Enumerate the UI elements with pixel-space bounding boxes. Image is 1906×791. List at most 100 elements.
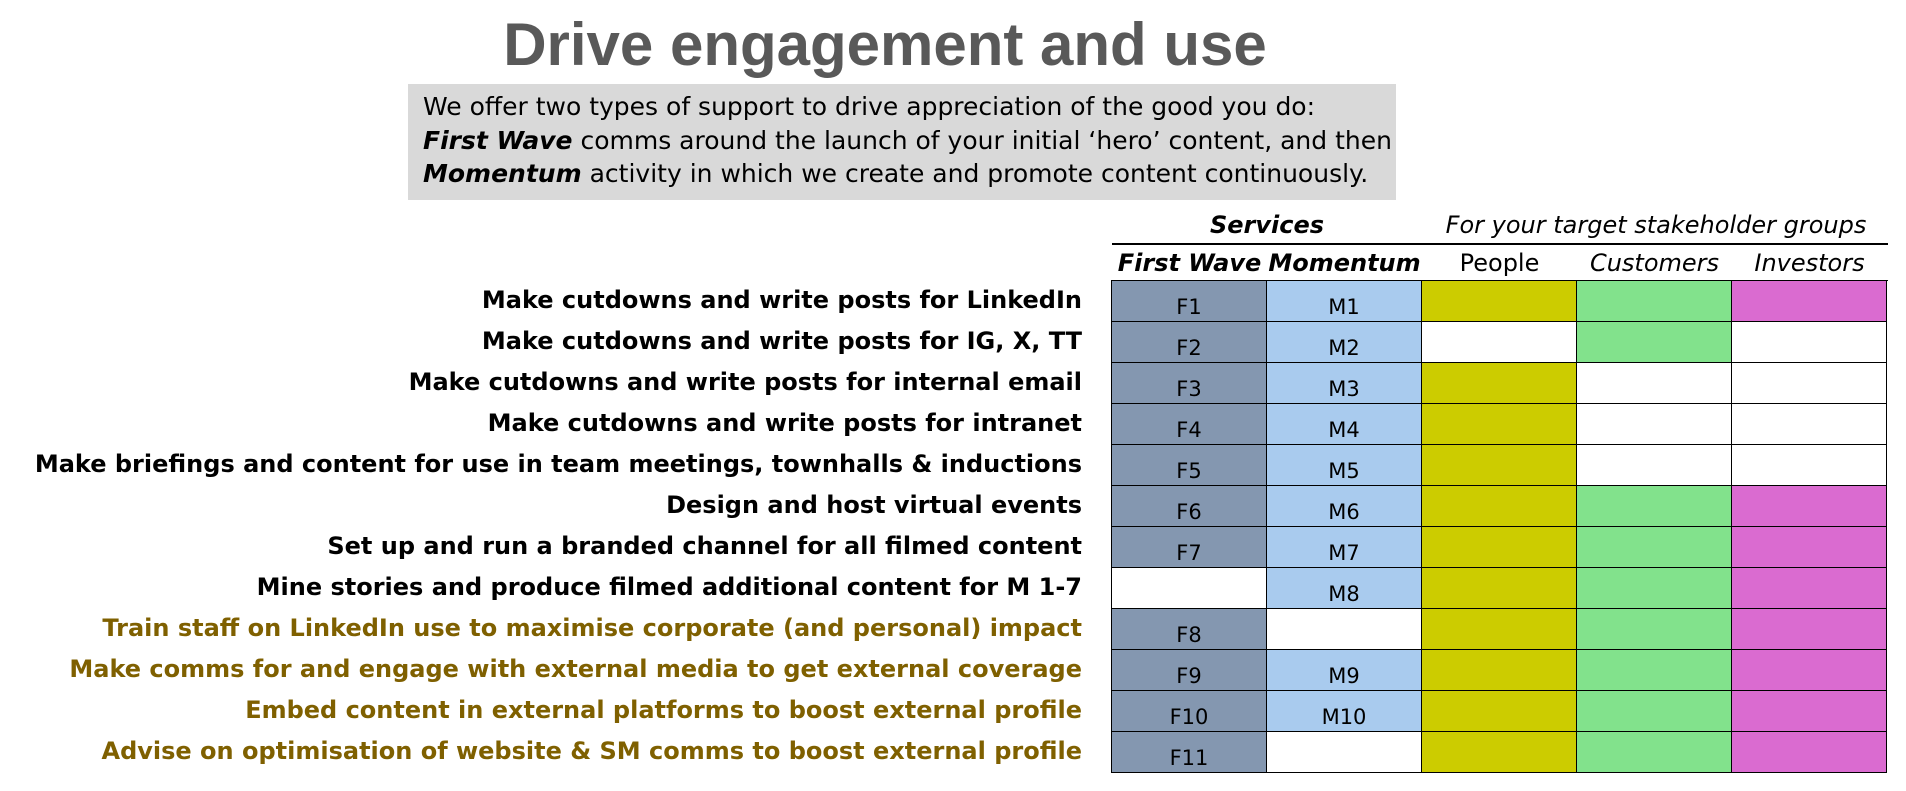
service-label: Make cutdowns and write posts for intran… bbox=[487, 409, 1082, 437]
momentum-cell: M7 bbox=[1267, 527, 1422, 568]
investors-cell bbox=[1732, 732, 1887, 773]
momentum-cell: M2 bbox=[1267, 322, 1422, 363]
investors-cell bbox=[1732, 322, 1887, 363]
momentum-cell: M5 bbox=[1267, 445, 1422, 486]
page-title: Drive engagement and use bbox=[503, 11, 1267, 78]
customers-cell bbox=[1577, 363, 1732, 404]
table-row: F3 M3 bbox=[1112, 363, 1888, 404]
customers-cell bbox=[1577, 527, 1732, 568]
table-row: F8 bbox=[1112, 609, 1888, 650]
service-label: Make briefings and content for use in te… bbox=[34, 450, 1082, 478]
people-cell bbox=[1422, 650, 1577, 691]
service-label: Make cutdowns and write posts for intern… bbox=[408, 368, 1082, 396]
first-wave-cell: F4 bbox=[1112, 404, 1267, 445]
investors-cell bbox=[1732, 404, 1887, 445]
customers-cell bbox=[1577, 568, 1732, 609]
customers-cell bbox=[1577, 609, 1732, 650]
people-cell bbox=[1422, 609, 1577, 650]
momentum-cell bbox=[1267, 609, 1422, 650]
momentum-term: Momentum bbox=[423, 159, 582, 188]
people-cell bbox=[1422, 568, 1577, 609]
column-header-investors: Investors bbox=[1754, 249, 1865, 277]
momentum-cell: M3 bbox=[1267, 363, 1422, 404]
table-row: F11 bbox=[1112, 732, 1888, 773]
investors-cell bbox=[1732, 650, 1887, 691]
service-label: Make cutdowns and write posts for Linked… bbox=[481, 286, 1082, 314]
service-label: Set up and run a branded channel for all… bbox=[327, 532, 1082, 560]
table-row: F4 M4 bbox=[1112, 404, 1888, 445]
first-wave-cell: F5 bbox=[1112, 445, 1267, 486]
customers-cell bbox=[1577, 281, 1732, 322]
column-header-customers: Customers bbox=[1589, 249, 1720, 277]
intro-line-3: Momentum activity in which we create and… bbox=[423, 157, 1381, 191]
service-label: Train staff on LinkedIn use to maximise … bbox=[102, 614, 1082, 642]
investors-cell bbox=[1732, 527, 1887, 568]
momentum-cell: M4 bbox=[1267, 404, 1422, 445]
momentum-cell: M1 bbox=[1267, 281, 1422, 322]
service-label: Make cutdowns and write posts for IG, X,… bbox=[481, 327, 1082, 355]
customers-cell bbox=[1577, 650, 1732, 691]
services-header: Services bbox=[1209, 211, 1325, 239]
first-wave-cell bbox=[1112, 568, 1267, 609]
column-header-momentum: Momentum bbox=[1268, 249, 1421, 277]
table-row: F1 M1 bbox=[1112, 281, 1888, 322]
header-divider bbox=[1112, 243, 1888, 245]
first-wave-cell: F11 bbox=[1112, 732, 1267, 773]
table-row: F5 M5 bbox=[1112, 445, 1888, 486]
people-cell bbox=[1422, 363, 1577, 404]
customers-cell bbox=[1577, 404, 1732, 445]
people-cell bbox=[1422, 281, 1577, 322]
intro-line-1: We offer two types of support to drive a… bbox=[423, 92, 1316, 121]
service-label: Design and host virtual events bbox=[666, 491, 1082, 519]
first-wave-cell: F7 bbox=[1112, 527, 1267, 568]
intro-line-3-text: activity in which we create and promote … bbox=[581, 159, 1369, 188]
table-row: F7 M7 bbox=[1112, 527, 1888, 568]
people-cell bbox=[1422, 486, 1577, 527]
service-labels: Make cutdowns and write posts for Linked… bbox=[0, 280, 1082, 772]
stakeholders-header: For your target stakeholder groups bbox=[1445, 211, 1867, 239]
customers-cell bbox=[1577, 322, 1732, 363]
investors-cell bbox=[1732, 445, 1887, 486]
intro-box: We offer two types of support to drive a… bbox=[408, 84, 1396, 200]
first-wave-cell: F8 bbox=[1112, 609, 1267, 650]
customers-cell bbox=[1577, 691, 1732, 732]
first-wave-term: First Wave bbox=[423, 125, 573, 155]
momentum-cell: M9 bbox=[1267, 650, 1422, 691]
service-label: Advise on optimisation of website & SM c… bbox=[101, 737, 1082, 765]
customers-cell bbox=[1577, 445, 1732, 486]
investors-cell bbox=[1732, 363, 1887, 404]
table-row: F10 M10 bbox=[1112, 691, 1888, 732]
first-wave-cell: F1 bbox=[1112, 281, 1267, 322]
intro-line-2-text: comms around the launch of your initial … bbox=[572, 125, 1392, 155]
investors-cell bbox=[1732, 486, 1887, 527]
people-cell bbox=[1422, 732, 1577, 773]
people-cell bbox=[1422, 445, 1577, 486]
intro-line-2: First Wave comms around the launch of yo… bbox=[423, 124, 1392, 158]
table-row: F9 M9 bbox=[1112, 650, 1888, 691]
investors-cell bbox=[1732, 281, 1887, 322]
service-label: Mine stories and produce filmed addition… bbox=[256, 573, 1082, 601]
momentum-cell: M8 bbox=[1267, 568, 1422, 609]
people-cell bbox=[1422, 404, 1577, 445]
people-cell bbox=[1422, 322, 1577, 363]
customers-cell bbox=[1577, 732, 1732, 773]
service-matrix: F1 M1 F2 M2 F3 M3 F4 M4 F5 M5 F6 M6 F7 M7 M8 F8 F9 M9 F10 M… bbox=[1111, 280, 1888, 773]
service-label: Make comms for and engage with external … bbox=[69, 655, 1082, 683]
momentum-cell: M6 bbox=[1267, 486, 1422, 527]
service-label: Embed content in external platforms to b… bbox=[245, 696, 1082, 724]
column-header-people: People bbox=[1459, 249, 1540, 277]
investors-cell bbox=[1732, 568, 1887, 609]
first-wave-cell: F10 bbox=[1112, 691, 1267, 732]
investors-cell bbox=[1732, 691, 1887, 732]
first-wave-cell: F2 bbox=[1112, 322, 1267, 363]
people-cell bbox=[1422, 691, 1577, 732]
investors-cell bbox=[1732, 609, 1887, 650]
table-row: M8 bbox=[1112, 568, 1888, 609]
first-wave-cell: F3 bbox=[1112, 363, 1267, 404]
momentum-cell: M10 bbox=[1267, 691, 1422, 732]
table-row: F2 M2 bbox=[1112, 322, 1888, 363]
first-wave-cell: F6 bbox=[1112, 486, 1267, 527]
table-row: F6 M6 bbox=[1112, 486, 1888, 527]
people-cell bbox=[1422, 527, 1577, 568]
momentum-cell bbox=[1267, 732, 1422, 773]
